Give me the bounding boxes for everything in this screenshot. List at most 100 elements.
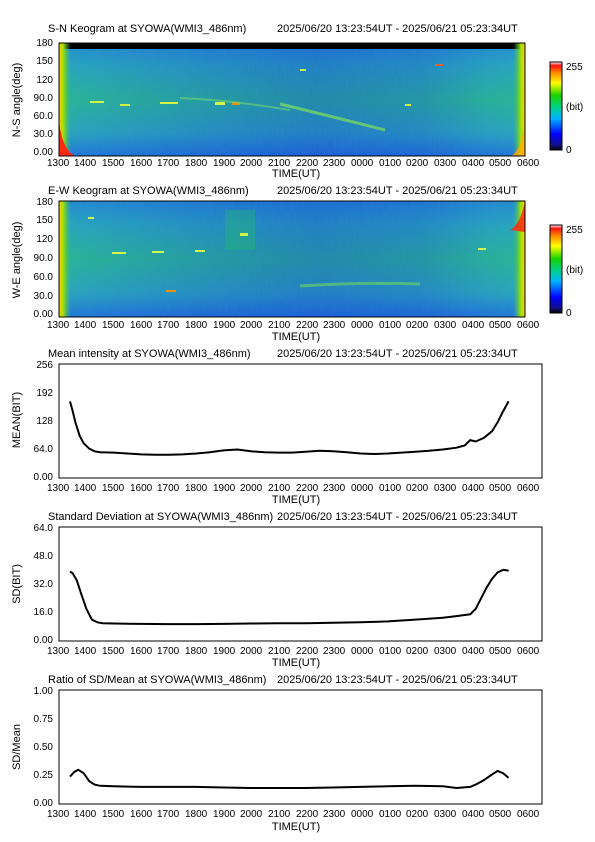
y-tick-label: 90.0 <box>34 93 54 104</box>
x-tick-label: 1700 <box>157 646 180 657</box>
x-tick-label: 1900 <box>213 320 236 331</box>
ew-keogram-x-ticks: 1300 1400 1500 1600 1700 1800 1900 2000 … <box>47 320 540 331</box>
x-tick-label: 1500 <box>102 483 125 494</box>
y-tick-label: 0.00 <box>34 147 54 158</box>
y-tick-label: 0.00 <box>34 309 54 320</box>
sn-keogram-image <box>59 43 525 156</box>
sn-keogram-colorbar <box>549 61 563 151</box>
sn-keogram-x-ticks: 1300 1400 1500 1600 1700 1800 1900 2000 … <box>47 158 540 169</box>
x-tick-label: 0600 <box>517 158 540 169</box>
x-tick-label: 0500 <box>489 158 512 169</box>
x-tick-label: 1700 <box>157 158 180 169</box>
x-tick-label: 2200 <box>296 809 319 820</box>
y-tick-label: 0.00 <box>34 635 54 646</box>
x-tick-label: 1300 <box>47 646 70 657</box>
x-tick-label: 0600 <box>517 646 540 657</box>
ratio-title: Ratio of SD/Mean at SYOWA(WMI3_486nm) <box>48 674 266 686</box>
standard-deviation-y-ticks: 0.00 16.0 32.0 48.0 64.0 <box>34 523 54 646</box>
ratio-x-axis-label: TIME(UT) <box>272 821 320 833</box>
y-tick-label: 30.0 <box>34 291 54 302</box>
y-tick-label: 0.50 <box>34 742 54 753</box>
x-tick-label: 0500 <box>489 809 512 820</box>
x-tick-label: 2300 <box>323 483 346 494</box>
x-tick-label: 1600 <box>130 158 153 169</box>
x-tick-label: 1500 <box>102 646 125 657</box>
x-tick-label: 0200 <box>406 646 429 657</box>
x-tick-label: 0500 <box>489 320 512 331</box>
ew-keogram-time-range: 2025/06/20 13:23:54UT - 2025/06/21 05:23… <box>277 185 518 197</box>
x-tick-label: 2300 <box>323 158 346 169</box>
y-tick-label: 0.00 <box>34 472 54 483</box>
x-tick-label: 1400 <box>74 646 97 657</box>
y-tick-label: 64.0 <box>34 523 54 534</box>
colorbar-unit-label: (bit) <box>566 265 583 276</box>
x-tick-label: 0500 <box>489 483 512 494</box>
x-tick-label: 2000 <box>240 809 263 820</box>
x-tick-label: 2300 <box>323 646 346 657</box>
x-tick-label: 2300 <box>323 809 346 820</box>
x-tick-label: 1800 <box>185 158 208 169</box>
x-tick-label: 1400 <box>74 809 97 820</box>
ratio-series-line <box>69 768 510 790</box>
standard-deviation-title: Standard Deviation at SYOWA(WMI3_486nm) <box>48 511 273 523</box>
sn-keogram-x-axis-label: TIME(UT) <box>272 168 320 180</box>
colorbar-max-label: 255 <box>566 62 583 73</box>
ratio-x-ticks: 1300 1400 1500 1600 1700 1800 1900 2000 … <box>47 809 540 820</box>
x-tick-label: 1800 <box>185 646 208 657</box>
x-tick-label: 2000 <box>240 320 263 331</box>
x-tick-label: 1300 <box>47 483 70 494</box>
mean-intensity-plot-area <box>58 363 543 479</box>
ew-keogram-y-ticks: 0.00 30.0 60.0 90.0 120 150 180 <box>34 197 54 320</box>
x-tick-label: 1700 <box>157 809 180 820</box>
x-tick-label: 0300 <box>434 158 457 169</box>
x-tick-label: 0400 <box>462 646 485 657</box>
standard-deviation-panel: Standard Deviation at SYOWA(WMI3_486nm) … <box>11 511 543 669</box>
x-tick-label: 1400 <box>74 483 97 494</box>
standard-deviation-series-line <box>69 568 509 626</box>
ew-keogram-y-axis-label: W-E angle(deg) <box>11 222 23 299</box>
x-tick-label: 1600 <box>130 320 153 331</box>
x-tick-label: 0000 <box>351 158 374 169</box>
standard-deviation-plot-area <box>58 526 543 642</box>
y-tick-label: 64.0 <box>34 444 54 455</box>
x-tick-label: 0300 <box>434 320 457 331</box>
x-tick-label: 1300 <box>47 809 70 820</box>
y-tick-label: 128 <box>36 416 53 427</box>
standard-deviation-x-axis-label: TIME(UT) <box>272 657 320 669</box>
x-tick-label: 2100 <box>268 809 291 820</box>
x-tick-label: 1900 <box>213 809 236 820</box>
y-tick-label: 16.0 <box>34 607 54 618</box>
x-tick-label: 0400 <box>462 320 485 331</box>
mean-intensity-panel: Mean intensity at SYOWA(WMI3_486nm) 2025… <box>11 348 543 506</box>
ew-keogram-panel: E-W Keogram at SYOWA(WMI3_486nm) 2025/06… <box>11 185 583 343</box>
mean-intensity-y-axis-label: MEAN(BIT) <box>11 392 23 448</box>
x-tick-label: 2300 <box>323 320 346 331</box>
x-tick-label: 0000 <box>351 646 374 657</box>
x-tick-label: 0000 <box>351 483 374 494</box>
ew-keogram-colorbar <box>549 224 563 314</box>
x-tick-label: 2100 <box>268 646 291 657</box>
x-tick-label: 1800 <box>185 483 208 494</box>
x-tick-label: 1500 <box>102 320 125 331</box>
ratio-time-range: 2025/06/20 13:23:54UT - 2025/06/21 05:23… <box>277 674 518 686</box>
x-tick-label: 0600 <box>517 483 540 494</box>
mean-intensity-x-axis-label: TIME(UT) <box>272 494 320 506</box>
ew-keogram-x-axis-label: TIME(UT) <box>272 331 320 343</box>
x-tick-label: 2200 <box>296 320 319 331</box>
y-tick-label: 150 <box>36 56 53 67</box>
x-tick-label: 1400 <box>74 320 97 331</box>
x-tick-label: 0600 <box>517 320 540 331</box>
x-tick-label: 2000 <box>240 158 263 169</box>
x-tick-label: 2100 <box>268 320 291 331</box>
y-tick-label: 0.00 <box>34 798 54 809</box>
x-tick-label: 0100 <box>379 158 402 169</box>
y-tick-label: 90.0 <box>34 253 54 264</box>
y-tick-label: 60.0 <box>34 111 54 122</box>
x-tick-label: 1900 <box>213 646 236 657</box>
y-tick-label: 32.0 <box>34 579 54 590</box>
mean-intensity-time-range: 2025/06/20 13:23:54UT - 2025/06/21 05:23… <box>277 348 518 360</box>
x-tick-label: 0500 <box>489 646 512 657</box>
x-tick-label: 1500 <box>102 809 125 820</box>
y-tick-label: 0.25 <box>34 770 54 781</box>
